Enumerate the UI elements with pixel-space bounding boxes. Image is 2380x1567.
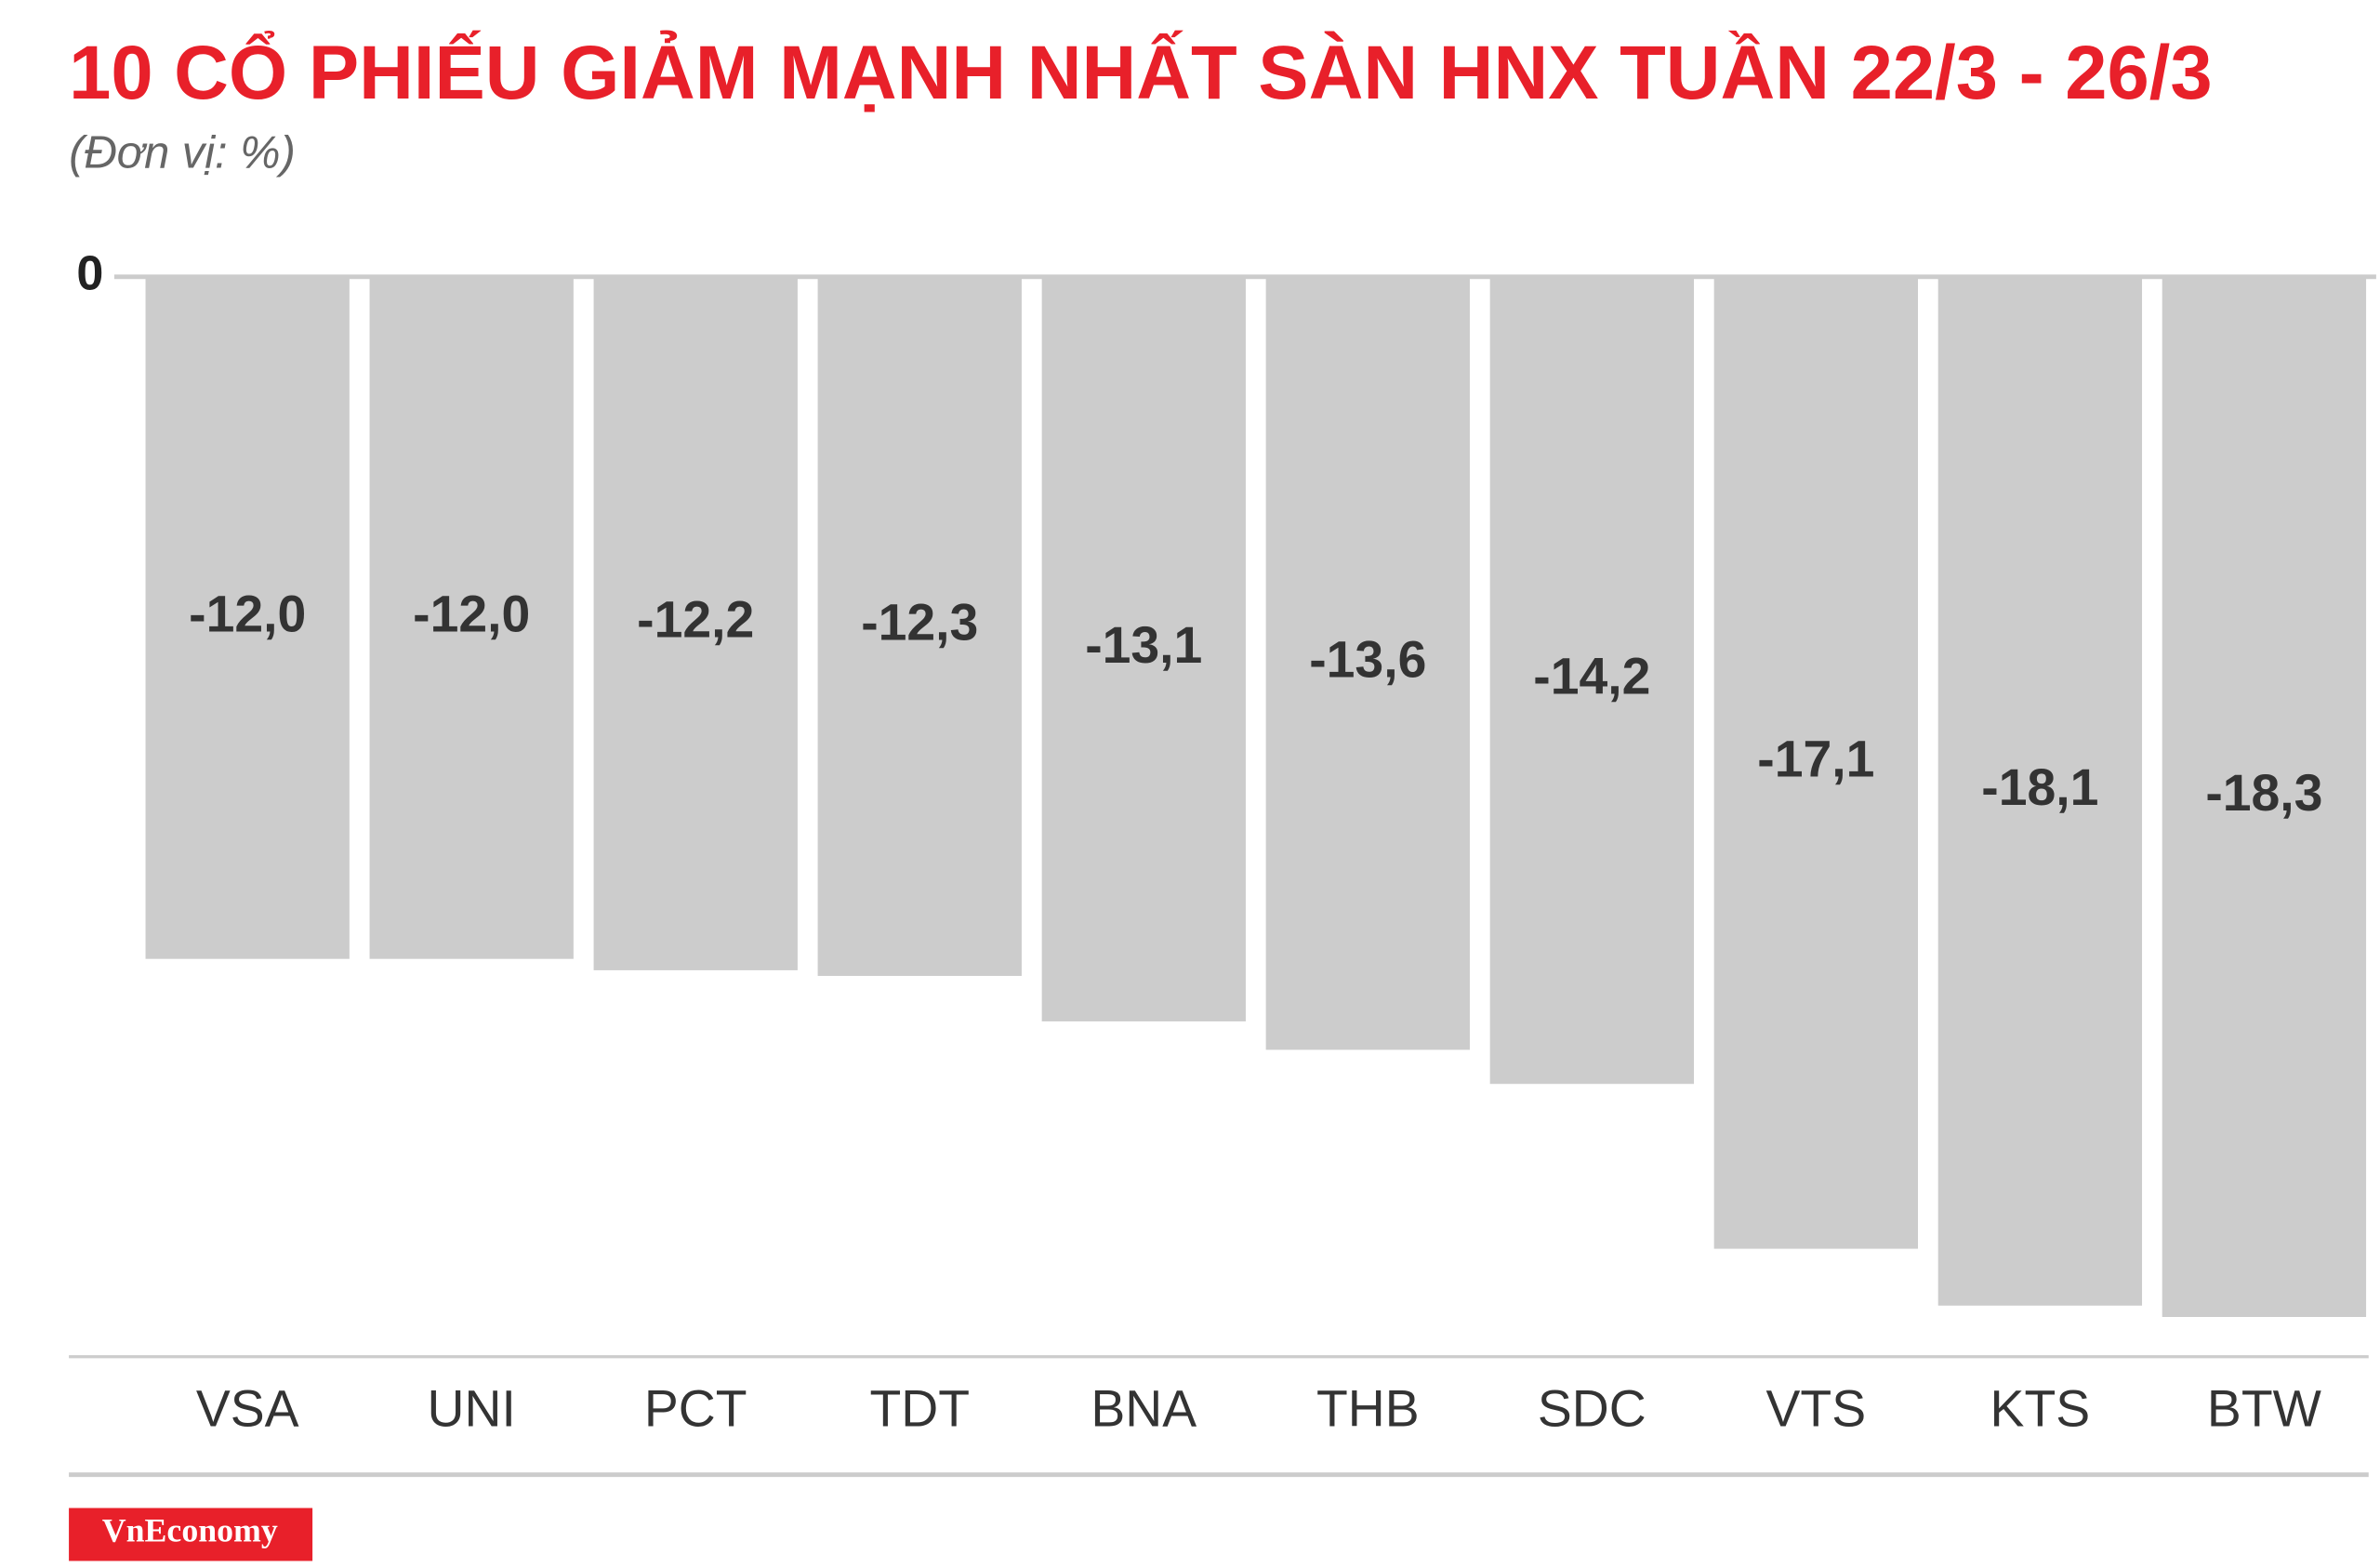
- x-tick-label: UNI: [428, 1380, 516, 1438]
- bar: [593, 276, 798, 970]
- bar: [1041, 276, 1246, 1021]
- bar: [369, 276, 574, 959]
- brand-logo: VnEconomy: [102, 1511, 278, 1548]
- value-label: -13,6: [1309, 630, 1426, 688]
- x-tick-label: BTW: [2207, 1380, 2322, 1438]
- bar: [1713, 276, 1919, 1249]
- x-tick-label: VSA: [196, 1380, 299, 1438]
- chart-title: 10 CỔ PHIẾU GIẢM MẠNH NHẤT SÀN HNX TUẦN …: [69, 31, 2213, 115]
- bar: [145, 276, 350, 959]
- bar: [817, 276, 1022, 977]
- value-label: -12,2: [637, 590, 754, 648]
- brand-box: [69, 1508, 313, 1561]
- bar: [1937, 276, 2143, 1306]
- x-tick-label: VTS: [1766, 1380, 1867, 1438]
- x-tick-label: TDT: [869, 1380, 970, 1438]
- x-tick-label: BNA: [1091, 1380, 1197, 1438]
- x-tick-label: PCT: [644, 1380, 747, 1438]
- value-label: -18,1: [1981, 758, 2098, 816]
- value-label: -14,2: [1533, 648, 1650, 705]
- x-tick-label: SDC: [1538, 1380, 1646, 1438]
- value-label: -17,1: [1757, 730, 1874, 787]
- x-tick-label: THB: [1316, 1380, 1420, 1438]
- value-label: -18,3: [2205, 764, 2322, 822]
- x-tick-label: KTS: [1990, 1380, 2091, 1438]
- value-label: -12,3: [861, 594, 978, 652]
- value-label: -12,0: [189, 585, 306, 642]
- bar: [1489, 276, 1694, 1085]
- value-label: -13,1: [1085, 616, 1202, 674]
- chart-subtitle: (Đơn vị: %): [69, 128, 296, 178]
- bar: [1265, 276, 1470, 1050]
- bar: [2162, 276, 2367, 1317]
- value-label: -12,0: [413, 585, 530, 642]
- y-tick-label: 0: [76, 247, 103, 301]
